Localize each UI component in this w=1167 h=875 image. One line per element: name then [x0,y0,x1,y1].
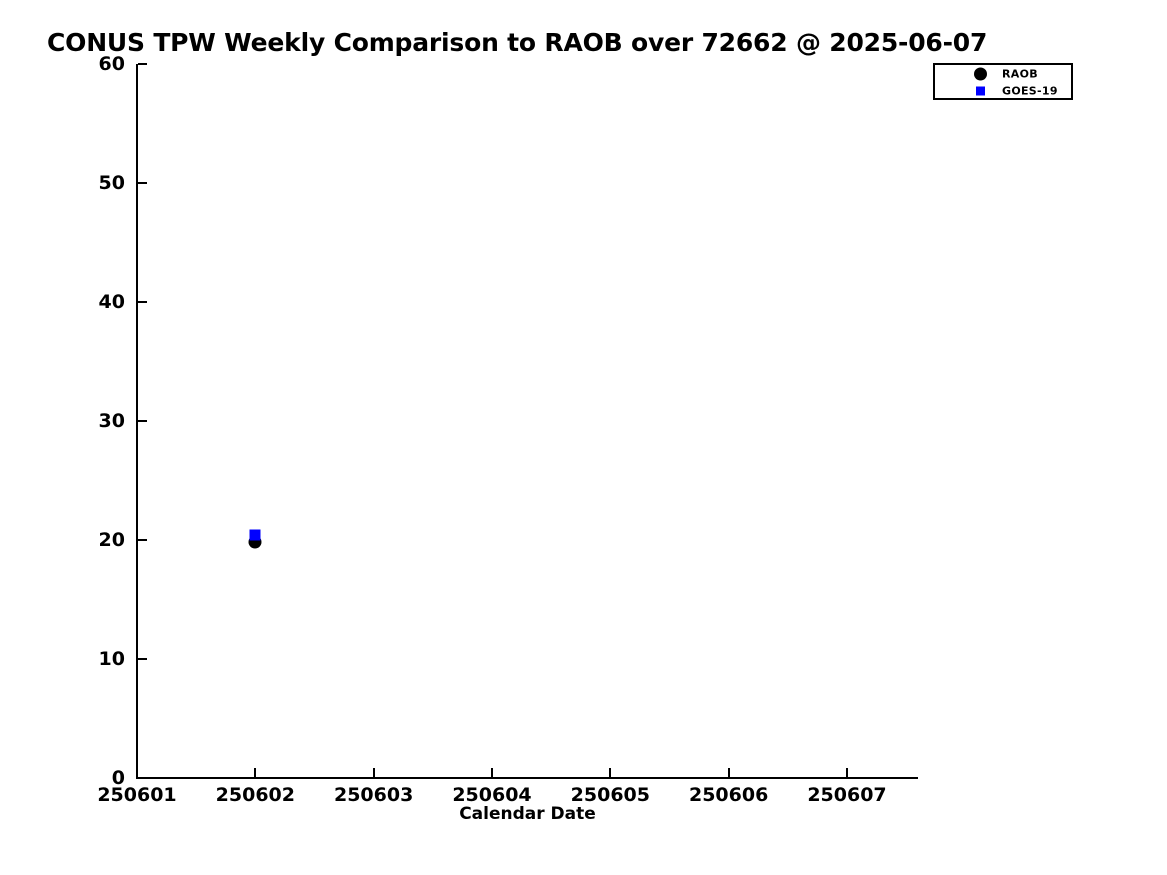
circle-marker-icon [974,67,987,81]
x-axis-tick [609,768,612,777]
y-axis-tick [138,63,147,65]
x-axis-tick [846,768,848,777]
page-title: CONUS TPW Weekly Comparison to RAOB over… [47,28,988,57]
x-axis-tick-label: 250607 [807,784,887,806]
y-axis-tick-label: 40 [98,291,125,313]
y-axis-tick [138,777,147,779]
plot-area [137,64,918,778]
x-axis-tick-label: 250604 [452,784,532,806]
legend-marker-goes-19 [974,86,985,96]
y-axis-tick [138,420,147,422]
y-axis-tick-label: 50 [98,172,125,194]
legend-label: GOES-19 [1002,84,1058,98]
square-marker-icon [976,86,985,96]
x-axis-tick [136,768,138,777]
data-point-goes-19 [249,529,261,541]
y-axis-tick-label: 30 [98,410,125,432]
y-axis-tick [138,539,147,541]
x-axis-tick [372,768,375,777]
legend-item: RAOB [935,66,1071,83]
x-axis-tick [727,768,730,777]
legend-item: GOES-19 [935,83,1071,100]
y-axis-tick-label: 0 [111,767,125,789]
y-axis-tick [138,658,147,660]
x-axis-tick-label: 250606 [688,784,769,806]
y-axis-tick [138,182,147,184]
y-axis-tick [138,301,147,303]
x-axis-label: Calendar Date [459,804,596,824]
x-axis-spine [136,777,918,779]
x-axis-tick-label: 250601 [97,784,177,806]
x-axis-tick [254,768,257,777]
x-axis-tick-label: 250605 [570,784,650,806]
x-axis-tick-label: 250602 [215,784,295,806]
y-axis-tick-label: 60 [98,53,125,75]
chart-legend: RAOB GOES-19 [933,63,1073,100]
y-axis-tick-label: 10 [98,648,125,670]
y-axis-spine [136,64,138,779]
legend-label: RAOB [1002,67,1038,81]
legend-marker-raob [974,67,987,81]
x-axis-tick [491,768,493,777]
x-axis-tick-label: 250603 [333,784,414,806]
y-axis-tick-label: 20 [98,529,125,551]
